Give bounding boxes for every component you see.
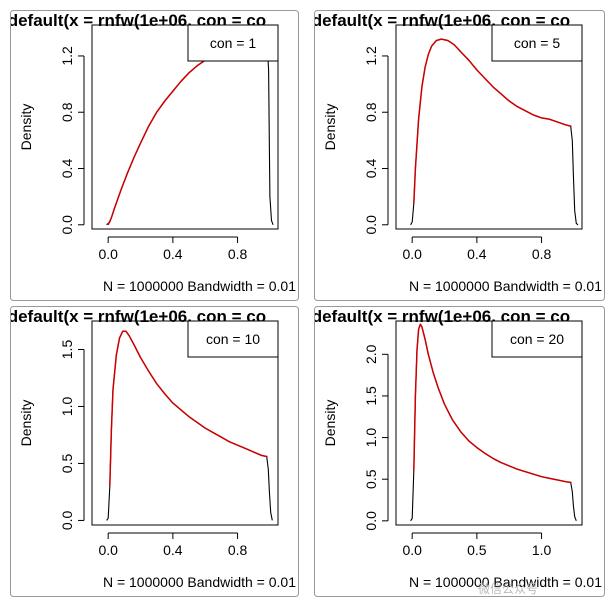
y-tick-label: 0.8 <box>363 102 379 122</box>
legend-label: con = 5 <box>514 35 561 51</box>
panel-frame <box>314 306 605 597</box>
theoretical-density-line <box>109 330 268 487</box>
legend-label: con = 1 <box>210 35 257 51</box>
y-tick-label: 0.0 <box>59 215 75 235</box>
legend-label: con = 10 <box>206 331 260 347</box>
plot-box <box>91 24 279 230</box>
x-tick-label: 1.0 <box>532 542 552 558</box>
y-tick-label: 1.0 <box>363 428 379 448</box>
x-tick-label: 0.4 <box>467 246 487 262</box>
x-tick-label: 0.5 <box>467 542 487 558</box>
y-tick-label: 1.5 <box>363 386 379 406</box>
y-tick-label: 1.0 <box>59 397 75 417</box>
density-panel-1: .default(x = rnfw(1e+06, con = co0.0 0.4 0… <box>10 10 299 301</box>
watermark-text: 微信公众号 <box>478 582 539 596</box>
x-axis: 0.0 0.4 0.8 <box>98 532 248 558</box>
x-tick-label: 0.0 <box>402 246 422 262</box>
x-axis-label: N = 1000000 Bandwidth = 0.01 <box>103 574 296 590</box>
y-tick-label: 0.5 <box>59 454 75 474</box>
x-tick-label: 0.4 <box>163 542 183 558</box>
y-tick-label: 0.8 <box>59 102 75 122</box>
theoretical-density-line <box>413 323 572 484</box>
legend-box <box>187 24 279 62</box>
y-tick-label: 0.0 <box>363 511 379 531</box>
panel-frame <box>10 306 299 597</box>
y-axis: 0.0 0.5 1.0 1.5 <box>59 340 85 530</box>
x-tick-label: 0.4 <box>163 246 183 262</box>
density-panel-4: .default(x = rnfw(1e+06, con = co0.0 0.5 1… <box>314 306 605 597</box>
x-tick-label: 0.0 <box>98 542 118 558</box>
legend-box <box>491 320 583 358</box>
legend: con = 10 <box>187 320 279 358</box>
theoretical-density-line <box>413 38 572 204</box>
y-tick-label: 0.0 <box>59 510 75 530</box>
x-axis: 0.0 0.4 0.8 <box>402 236 552 262</box>
x-tick-label: 0.0 <box>98 246 118 262</box>
x-tick-label: 0.0 <box>402 542 422 558</box>
x-axis-label: N = 1000000 Bandwidth = 0.01 <box>103 278 296 294</box>
y-axis-label: Density <box>18 400 34 447</box>
x-tick-label: 0.8 <box>228 246 248 262</box>
x-axis: 0.0 0.5 1.0 <box>402 532 552 558</box>
x-axis-label: N = 1000000 Bandwidth = 0.01 <box>409 278 602 294</box>
y-axis-label: Density <box>18 104 34 151</box>
y-axis-label: Density <box>322 400 338 447</box>
legend-box <box>187 320 279 358</box>
y-tick-label: 1.2 <box>59 46 75 66</box>
y-tick-label: 0.0 <box>363 215 379 235</box>
legend-label: con = 20 <box>510 331 564 347</box>
x-tick-label: 0.8 <box>228 542 248 558</box>
y-axis-label: Density <box>322 104 338 151</box>
x-axis-label: N = 1000000 Bandwidth = 0.01 <box>409 574 602 590</box>
plot-box <box>395 24 583 230</box>
y-tick-label: 1.5 <box>59 340 75 360</box>
y-tick-label: 0.4 <box>363 159 379 179</box>
density-panel-3: .default(x = rnfw(1e+06, con = co0.0 0.4 0… <box>10 306 299 597</box>
y-axis: 0.0 0.4 0.8 1.2 <box>363 46 389 235</box>
legend: con = 20 <box>491 320 583 358</box>
legend: con = 1 <box>187 24 279 62</box>
panel-frame <box>314 10 605 301</box>
y-tick-label: 0.5 <box>363 469 379 489</box>
y-tick-label: 2.0 <box>363 344 379 364</box>
plot-box <box>395 320 583 526</box>
plot-box <box>91 320 279 526</box>
panel-frame <box>10 10 299 301</box>
x-axis: 0.0 0.4 0.8 <box>98 236 248 262</box>
y-tick-label: 1.2 <box>363 46 379 66</box>
legend: con = 5 <box>491 24 583 62</box>
x-tick-label: 0.8 <box>532 246 552 262</box>
density-panel-2: .default(x = rnfw(1e+06, con = co0.0 0.4 0… <box>314 10 605 301</box>
y-axis: 0.0 0.4 0.8 1.2 <box>59 46 85 235</box>
y-axis: 0.0 0.5 1.0 1.5 2.0 <box>363 344 389 531</box>
legend-box <box>491 24 583 62</box>
y-tick-label: 0.4 <box>59 159 75 179</box>
